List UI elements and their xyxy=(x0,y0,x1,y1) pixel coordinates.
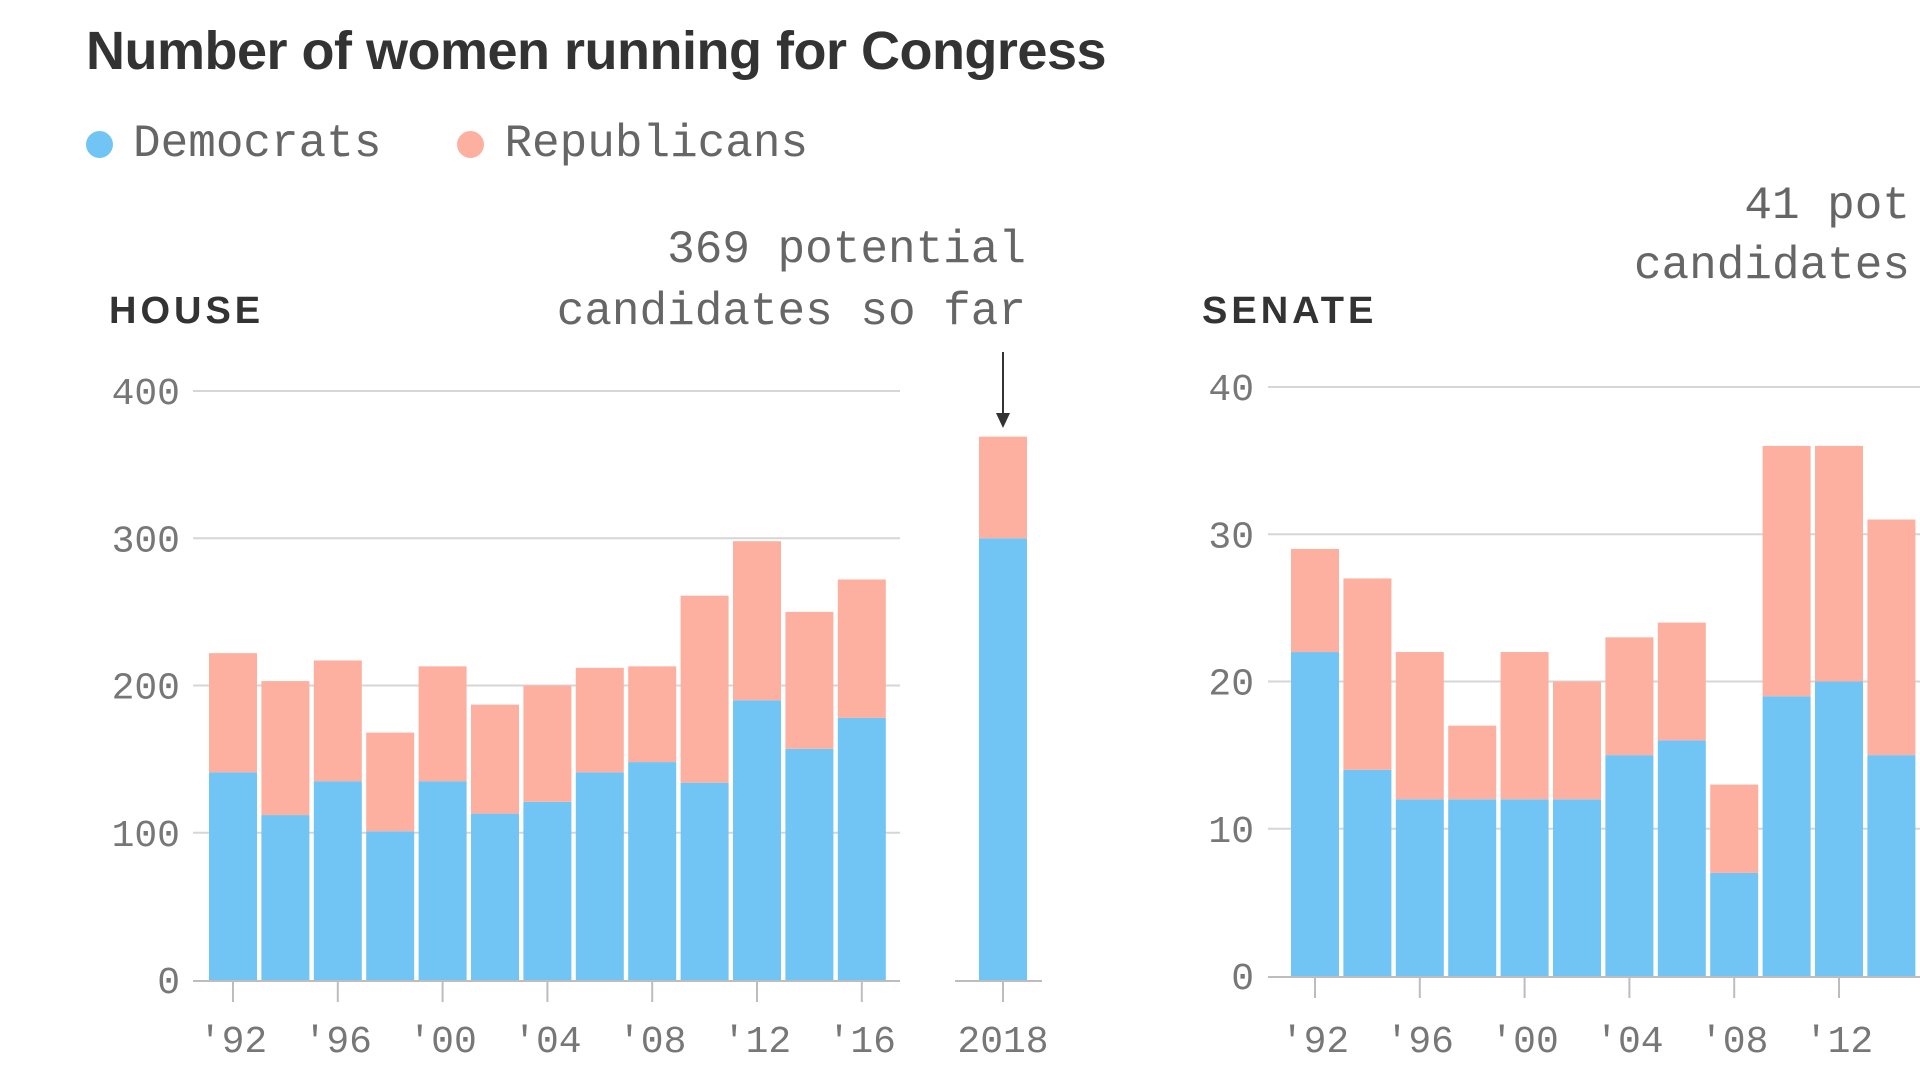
bar-democrats xyxy=(733,700,781,980)
bar-republicans xyxy=(1500,652,1549,800)
y-tick-label: 0 xyxy=(157,962,180,1005)
bar-republicans xyxy=(680,595,729,783)
bar-republicans xyxy=(209,653,257,773)
democrats-swatch xyxy=(86,130,113,158)
bar-republicans xyxy=(575,667,624,773)
bar-republicans xyxy=(1291,548,1339,653)
legend-label-democrats: Democrats xyxy=(133,118,382,170)
bar-democrats xyxy=(575,772,624,980)
x-tick-label: '04 xyxy=(1595,1021,1663,1064)
bar-democrats xyxy=(785,748,834,980)
y-tick-label: 200 xyxy=(112,668,180,711)
bar-democrats xyxy=(1343,769,1392,976)
legend: Democrats Republicans xyxy=(86,118,884,170)
bar-republicans xyxy=(628,666,677,763)
annotation-arrowhead xyxy=(996,413,1010,428)
bar-democrats xyxy=(313,781,362,980)
bar-republicans xyxy=(1605,637,1654,756)
x-tick-label: 2018 xyxy=(957,1021,1048,1064)
bar-republicans xyxy=(1448,725,1497,800)
bar-republicans xyxy=(1395,652,1444,800)
bar-republicans xyxy=(1762,445,1811,697)
bar-republicans xyxy=(1710,784,1759,873)
legend-item-democrats: Democrats xyxy=(86,118,381,170)
x-tick-label: '92 xyxy=(199,1021,267,1064)
bar-republicans xyxy=(1553,681,1601,800)
bar-democrats xyxy=(628,762,677,980)
bar-republicans xyxy=(785,611,834,749)
chart-title: Number of women running for Congress xyxy=(86,21,1107,81)
y-tick-label: 300 xyxy=(112,520,180,563)
x-tick-label: '16 xyxy=(828,1021,896,1064)
bar-democrats xyxy=(261,815,310,980)
bar-republicans xyxy=(523,685,572,802)
y-tick-label: 0 xyxy=(1231,958,1254,1001)
x-tick-label: '12 xyxy=(1805,1021,1873,1064)
y-tick-label: 10 xyxy=(1208,811,1254,854)
bar-democrats xyxy=(1762,696,1811,976)
bar-democrats xyxy=(1815,681,1863,976)
bar-democrats xyxy=(1291,652,1339,976)
bar-republicans xyxy=(418,666,467,782)
bar-democrats xyxy=(1867,755,1916,976)
legend-item-republicans: Republicans xyxy=(457,118,808,170)
bar-republicans xyxy=(471,704,519,814)
bar-democrats xyxy=(1657,740,1706,976)
bar-democrats xyxy=(1710,872,1759,976)
annotation-text: 41 pot xyxy=(1744,180,1910,232)
x-tick-label: '92 xyxy=(1281,1021,1349,1064)
x-tick-label: '96 xyxy=(1386,1021,1454,1064)
y-tick-label: 400 xyxy=(112,373,180,416)
bar-democrats xyxy=(1500,799,1549,976)
panel-title: HOUSE xyxy=(109,290,264,332)
legend-label-republicans: Republicans xyxy=(504,118,809,170)
x-tick-label: '00 xyxy=(1490,1021,1558,1064)
y-tick-label: 100 xyxy=(112,815,180,858)
bar-republicans xyxy=(1815,445,1863,682)
bar-democrats xyxy=(523,801,572,980)
x-tick-label: '12 xyxy=(723,1021,791,1064)
bar-democrats xyxy=(1395,799,1444,976)
bar-democrats xyxy=(979,538,1027,980)
annotation-text: candidates so far xyxy=(557,286,1026,338)
bar-democrats xyxy=(1553,799,1601,976)
bar-democrats xyxy=(418,781,467,980)
bar-democrats xyxy=(1448,799,1497,976)
bar-republicans xyxy=(733,541,781,701)
bar-democrats xyxy=(209,772,257,980)
bar-democrats xyxy=(366,831,415,980)
bar-republicans xyxy=(313,660,362,782)
y-tick-label: 20 xyxy=(1208,664,1254,707)
bar-republicans xyxy=(1343,578,1392,770)
y-tick-label: 30 xyxy=(1208,516,1254,559)
house-panel: HOUSE 0 100 200 300 400 '92 '96 '00 '04 '08 '12 '16 2… xyxy=(109,224,1049,1064)
bar-republicans xyxy=(1657,622,1706,741)
bar-democrats xyxy=(471,813,519,980)
annotation-text: candidates xyxy=(1634,240,1910,292)
x-tick-label: '08 xyxy=(618,1021,686,1064)
bar-republicans xyxy=(1867,519,1916,756)
bar-republicans xyxy=(979,436,1027,539)
bar-democrats xyxy=(680,782,729,980)
x-tick-label: '00 xyxy=(408,1021,476,1064)
x-tick-label: '08 xyxy=(1700,1021,1768,1064)
bar-republicans xyxy=(261,681,310,816)
x-tick-label: '96 xyxy=(304,1021,372,1064)
bar-republicans xyxy=(366,732,415,832)
annotation-text: 369 potential xyxy=(667,224,1026,276)
bar-democrats xyxy=(1605,755,1654,976)
bar-democrats xyxy=(837,717,886,980)
y-tick-label: 40 xyxy=(1208,369,1254,412)
republicans-swatch xyxy=(457,130,485,158)
panel-title: SENATE xyxy=(1202,290,1377,332)
bar-republicans xyxy=(837,579,886,718)
x-tick-label: '04 xyxy=(513,1021,581,1064)
